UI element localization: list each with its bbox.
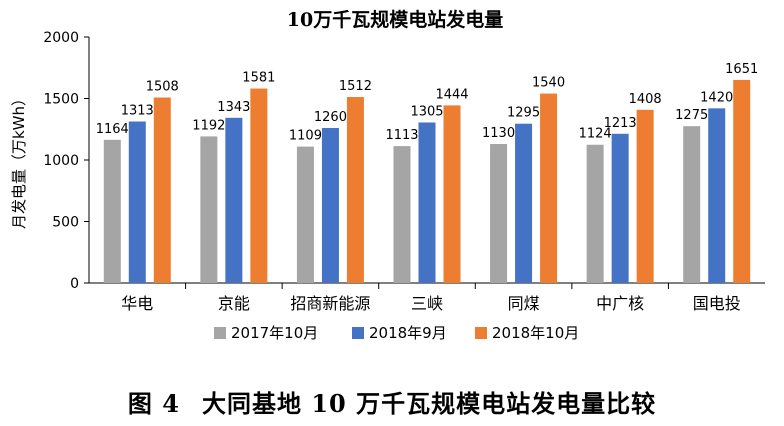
bar: [490, 144, 508, 283]
bar: [153, 97, 171, 284]
bar: [393, 146, 411, 283]
bar: [200, 136, 218, 283]
bar: [733, 79, 751, 283]
chart-title: 10万千瓦规模电站发电量: [287, 8, 503, 31]
data-label: 1508: [146, 80, 179, 95]
y-tick-label: 1500: [43, 92, 79, 108]
data-label: 1408: [629, 92, 662, 107]
bar: [683, 126, 701, 283]
bar: [708, 108, 726, 283]
bar: [443, 105, 461, 283]
x-category-label: 三峡: [411, 294, 443, 313]
x-category-label: 同煤: [508, 294, 540, 313]
bar: [636, 109, 654, 283]
legend-swatch: [475, 327, 487, 339]
y-tick-label: 500: [52, 215, 79, 231]
figure-label: 图 4: [127, 389, 180, 418]
data-label: 1124: [579, 127, 612, 142]
x-category-label: 京能: [218, 294, 250, 313]
figure-caption: 图 4 大同基地 10 万千瓦规模电站发电量比较: [0, 384, 784, 419]
data-labels: 1164 1313 1508 1192 1343 1581 1109 1260 1512 1113…: [96, 62, 759, 144]
axes: 0 500 1000 1500 2000 华电 京能 招商新能源 三峡 同煤 中广核 国电投: [43, 30, 765, 313]
data-label: 1192: [192, 118, 225, 133]
y-tick-label: 2000: [43, 30, 79, 46]
bar: [225, 117, 243, 283]
data-label: 1260: [314, 110, 347, 125]
y-axis-label: 月发电量（万kWh）: [10, 91, 28, 229]
bar: [515, 123, 533, 283]
bar: [611, 133, 629, 283]
bar: [128, 121, 146, 283]
x-category-label: 华电: [121, 294, 153, 313]
legend-entry: 2017年10月: [231, 324, 318, 342]
data-label: 1540: [532, 76, 565, 91]
x-category-label: 中广核: [596, 294, 644, 313]
legend: 2017年10月 2018年9月 2018年10月: [214, 324, 579, 342]
bar-chart: 10万千瓦规模电站发电量 月发电量（万kWh） 0 500 1000 1500 2000…: [10, 8, 765, 342]
bars: [103, 79, 751, 284]
bar: [250, 88, 268, 283]
legend-entry: 2018年9月: [369, 324, 447, 342]
data-label: 1343: [217, 100, 250, 115]
data-label: 1164: [96, 122, 129, 137]
bar: [346, 97, 364, 283]
data-label: 1512: [339, 79, 372, 94]
legend-swatch: [352, 327, 364, 339]
data-label: 1113: [385, 128, 418, 143]
data-label: 1213: [604, 116, 637, 131]
bar: [296, 146, 314, 283]
figure-caption-text: 大同基地 10 万千瓦规模电站发电量比较: [201, 389, 657, 418]
data-label: 1420: [700, 90, 733, 105]
bar: [321, 128, 339, 283]
bar: [586, 144, 604, 283]
bar: [418, 122, 436, 283]
data-label: 1130: [482, 126, 515, 141]
data-label: 1444: [435, 87, 468, 102]
x-category-label: 招商新能源: [290, 294, 370, 313]
data-label: 1651: [725, 62, 758, 77]
bar: [103, 139, 121, 283]
legend-swatch: [214, 327, 226, 339]
x-category-label: 国电投: [693, 294, 741, 313]
legend-entry: 2018年10月: [492, 324, 579, 342]
data-label: 1581: [242, 71, 275, 86]
bar: [540, 93, 558, 283]
data-label: 1109: [289, 129, 322, 144]
data-label: 1275: [675, 108, 708, 123]
data-label: 1313: [121, 104, 154, 119]
data-label: 1295: [507, 106, 540, 121]
y-tick-label: 0: [70, 276, 79, 292]
y-tick-label: 1000: [43, 153, 79, 169]
data-label: 1305: [410, 104, 443, 119]
